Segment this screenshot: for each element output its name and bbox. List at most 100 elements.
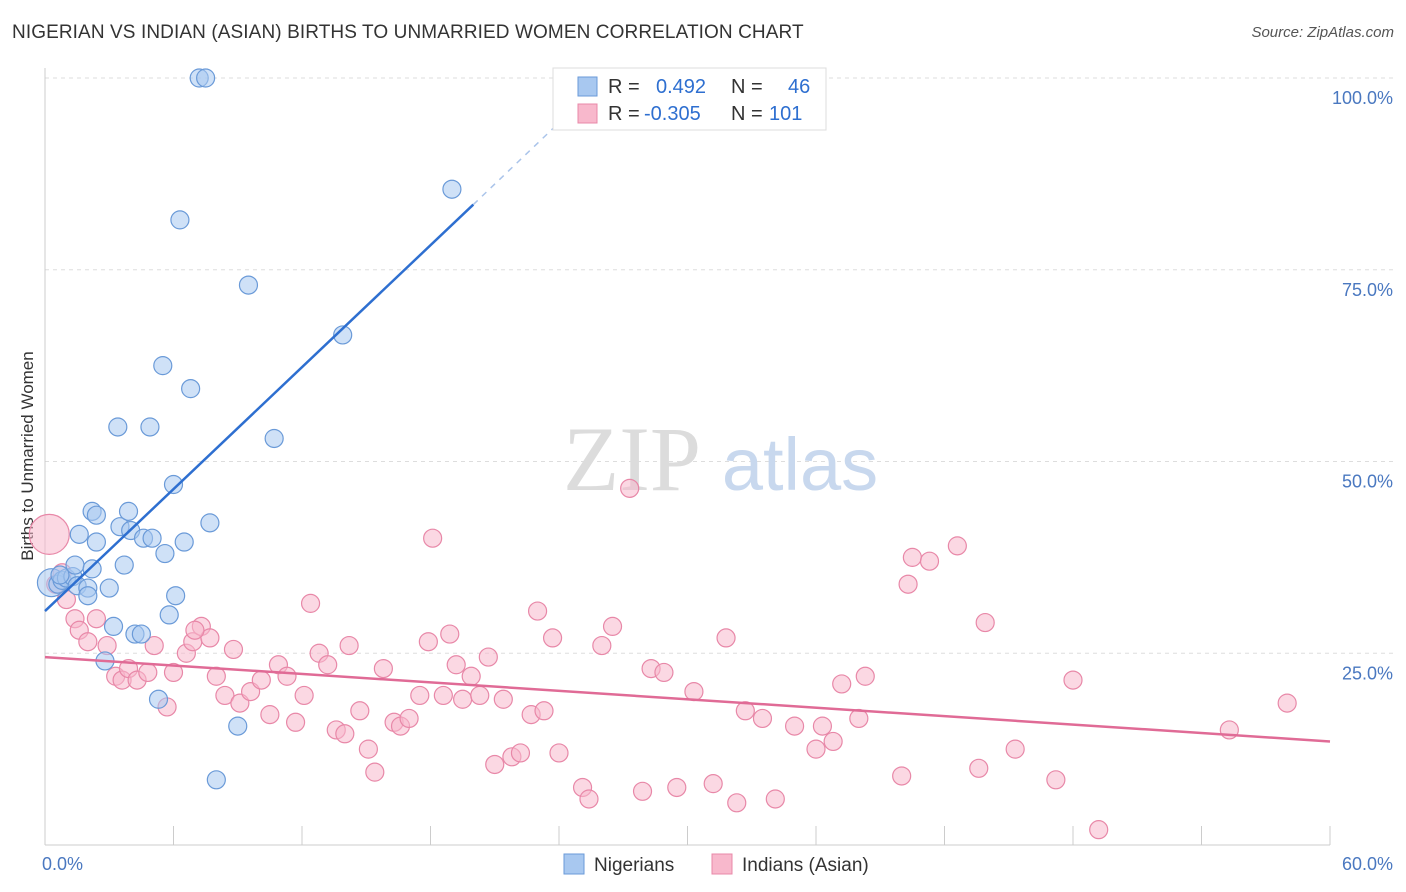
chart-source: Source: ZipAtlas.com — [1251, 24, 1394, 41]
legend-n-value-2: 101 — [769, 103, 802, 125]
indians-point-80 — [784, 716, 805, 736]
indians-point-30 — [285, 712, 306, 732]
indians-point-96 — [1063, 670, 1083, 690]
indians-point-22 — [215, 685, 235, 706]
legend-box: R = 0.492 N = 46 R = -0.305 N = 101 — [552, 67, 827, 131]
bottom-legend-label-indians: Indians (Asian) — [742, 855, 869, 876]
x-ticks — [44, 826, 1331, 845]
nigerians-point-37 — [196, 68, 216, 88]
y-tick-label-75: 75.0% — [1342, 280, 1393, 300]
indians-point-36 — [335, 724, 355, 744]
nigerians-point-9 — [78, 586, 98, 606]
indians-point-0 — [28, 513, 70, 555]
indians-point-37 — [339, 635, 359, 656]
indians-point-16 — [163, 662, 184, 683]
indians-point-83 — [823, 731, 843, 752]
indians-point-53 — [470, 685, 490, 706]
nigerians-point-10 — [82, 559, 102, 579]
indians-point-50 — [446, 655, 466, 675]
indians-point-69 — [632, 781, 653, 801]
nigerians-point-32 — [166, 586, 186, 606]
legend-r-label-2: R = — [608, 103, 640, 125]
indians-point-31 — [294, 685, 314, 706]
indians-point-93 — [975, 612, 995, 633]
nigerians-point-27 — [148, 689, 169, 709]
indians-point-26 — [251, 670, 271, 690]
indians-point-34 — [318, 655, 338, 675]
y-tick-label-100: 100.0% — [1332, 88, 1393, 108]
nigerians-point-44 — [442, 179, 462, 199]
indians-point-100 — [185, 620, 205, 640]
indians-point-78 — [752, 708, 773, 729]
legend-n-label-1: N = — [731, 76, 763, 98]
indians-point-55 — [485, 754, 505, 775]
indians-point-79 — [765, 789, 785, 809]
indians-point-73 — [684, 681, 704, 702]
indians-point-27 — [260, 705, 280, 725]
y-tick-label-50: 50.0% — [1342, 472, 1393, 492]
nigerians-point-7 — [69, 524, 89, 544]
y-tick-labels: 100.0% 75.0% 50.0% 25.0% — [1332, 88, 1393, 683]
indians-point-56 — [493, 689, 513, 709]
nigerians-trend-line — [44, 203, 475, 612]
indians-point-46 — [418, 632, 438, 652]
nigerians-point-31 — [163, 474, 184, 495]
nigerians-point-40 — [228, 716, 248, 736]
indians-point-45 — [410, 685, 430, 706]
bottom-legend-label-nigerians: Nigerians — [594, 855, 674, 876]
indians-point-52 — [461, 666, 481, 686]
indians-point-49 — [440, 624, 460, 644]
nigerians-point-42 — [264, 428, 284, 449]
indians-point-89 — [902, 547, 922, 567]
indians-point-92 — [969, 758, 989, 778]
indians-point-86 — [855, 666, 875, 686]
nigerians-point-35 — [181, 379, 201, 399]
indians-point-65 — [579, 789, 599, 809]
grid — [45, 77, 1395, 654]
indians-point-29 — [277, 666, 297, 686]
nigerians-point-39 — [206, 770, 226, 790]
nigerians-point-17 — [108, 417, 128, 437]
nigerians-point-19 — [114, 555, 134, 575]
y-tick-label-25: 25.0% — [1342, 663, 1393, 683]
nigerians-point-29 — [155, 543, 175, 564]
bottom-legend: Nigerians Indians (Asian) — [563, 853, 869, 876]
nigerians-point-15 — [103, 616, 124, 637]
indians-point-74 — [703, 774, 723, 794]
bottom-legend-swatch-nigerians — [563, 853, 585, 875]
nigerians-point-28 — [153, 356, 173, 376]
indians-point-90 — [919, 551, 940, 571]
indians-point-94 — [1005, 739, 1025, 759]
indians-point-62 — [542, 628, 563, 648]
nigerians-point-34 — [174, 532, 194, 552]
indians-point-47 — [423, 528, 443, 548]
bottom-legend-swatch-indians — [711, 853, 733, 875]
indians-point-54 — [478, 647, 498, 667]
indians-point-88 — [898, 574, 918, 594]
indians-point-23 — [223, 639, 244, 660]
indians-point-67 — [602, 616, 623, 637]
indians-point-77 — [735, 701, 755, 721]
series-indians-points — [28, 478, 1297, 840]
indians-point-97 — [1089, 820, 1109, 840]
indians-point-38 — [350, 701, 370, 721]
x-tick-label-min: 0.0% — [42, 854, 83, 874]
nigerians-point-14 — [99, 578, 119, 598]
indians-point-99 — [1277, 693, 1297, 713]
indians-point-6 — [78, 632, 98, 652]
indians-point-91 — [947, 536, 967, 556]
nigerians-point-25 — [140, 417, 160, 437]
legend-r-label-1: R = — [608, 76, 640, 98]
indians-point-71 — [654, 662, 674, 683]
indians-point-61 — [534, 701, 554, 721]
indians-point-13 — [138, 662, 158, 683]
indians-trend-line — [44, 655, 1331, 743]
chart-title: NIGERIAN VS INDIAN (ASIAN) BIRTHS TO UNM… — [12, 22, 804, 43]
legend-n-label-2: N = — [731, 103, 763, 125]
indians-point-63 — [549, 743, 569, 763]
indians-point-14 — [144, 635, 164, 656]
nigerians-point-12 — [86, 532, 107, 552]
indians-point-44 — [399, 708, 419, 729]
indians-point-87 — [892, 766, 912, 786]
